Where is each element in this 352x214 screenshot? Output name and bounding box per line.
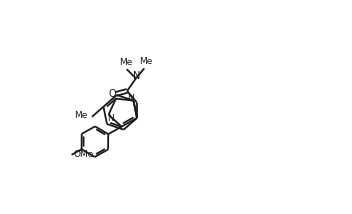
Text: O: O — [108, 89, 116, 99]
Text: Me: Me — [139, 57, 153, 66]
Text: N: N — [127, 94, 134, 103]
Text: N: N — [133, 71, 140, 81]
Text: N: N — [107, 114, 114, 123]
Text: Me: Me — [119, 58, 132, 67]
Text: OMe: OMe — [73, 150, 94, 159]
Text: Me: Me — [74, 111, 88, 120]
